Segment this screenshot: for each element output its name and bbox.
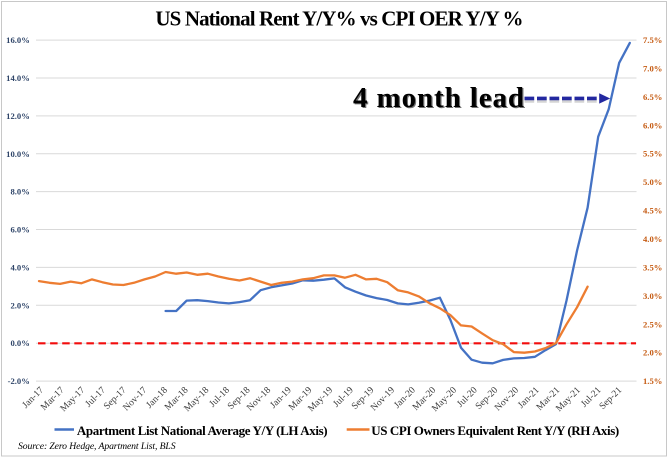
svg-text:4 month lead: 4 month lead	[353, 82, 525, 114]
svg-text:6.5%: 6.5%	[643, 92, 662, 102]
svg-text:5.0%: 5.0%	[643, 177, 662, 187]
svg-text:US National Rent Y/Y% vs CPI: US National Rent Y/Y% vs CPI OER Y/Y %	[155, 7, 522, 31]
svg-text:6.0%: 6.0%	[10, 225, 29, 235]
svg-text:4.5%: 4.5%	[643, 206, 662, 216]
svg-text:14.0%: 14.0%	[6, 73, 30, 83]
svg-text:US CPI Owners Equivalent Rent: US CPI Owners Equivalent Rent Y/Y (RH Ax…	[371, 423, 619, 438]
svg-text:2.0%: 2.0%	[10, 300, 29, 310]
svg-text:2.0%: 2.0%	[643, 348, 662, 358]
svg-text:Apartment List National Avera: Apartment List National Average Y/Y (LH …	[77, 423, 327, 438]
svg-text:12.0%: 12.0%	[6, 111, 30, 121]
svg-text:4.0%: 4.0%	[643, 234, 662, 244]
svg-text:Source: Zero Hedge, Apartment: Source: Zero Hedge, Apartment List, BLS	[18, 441, 176, 452]
svg-text:2.5%: 2.5%	[643, 319, 662, 329]
svg-text:0.0%: 0.0%	[10, 338, 29, 348]
svg-text:5.5%: 5.5%	[643, 149, 662, 159]
svg-text:10.0%: 10.0%	[6, 149, 30, 159]
svg-text:4 month lead: 4 month lead	[354, 83, 526, 115]
svg-text:3.0%: 3.0%	[643, 291, 662, 301]
svg-text:3.5%: 3.5%	[643, 262, 662, 272]
svg-text:1.5%: 1.5%	[643, 376, 662, 386]
svg-text:-2.0%: -2.0%	[8, 376, 30, 386]
svg-text:8.0%: 8.0%	[10, 187, 29, 197]
svg-text:7.5%: 7.5%	[643, 35, 662, 45]
svg-text:4.0%: 4.0%	[10, 262, 29, 272]
svg-text:16.0%: 16.0%	[6, 35, 30, 45]
svg-text:7.0%: 7.0%	[643, 64, 662, 74]
svg-text:6.0%: 6.0%	[643, 120, 662, 130]
